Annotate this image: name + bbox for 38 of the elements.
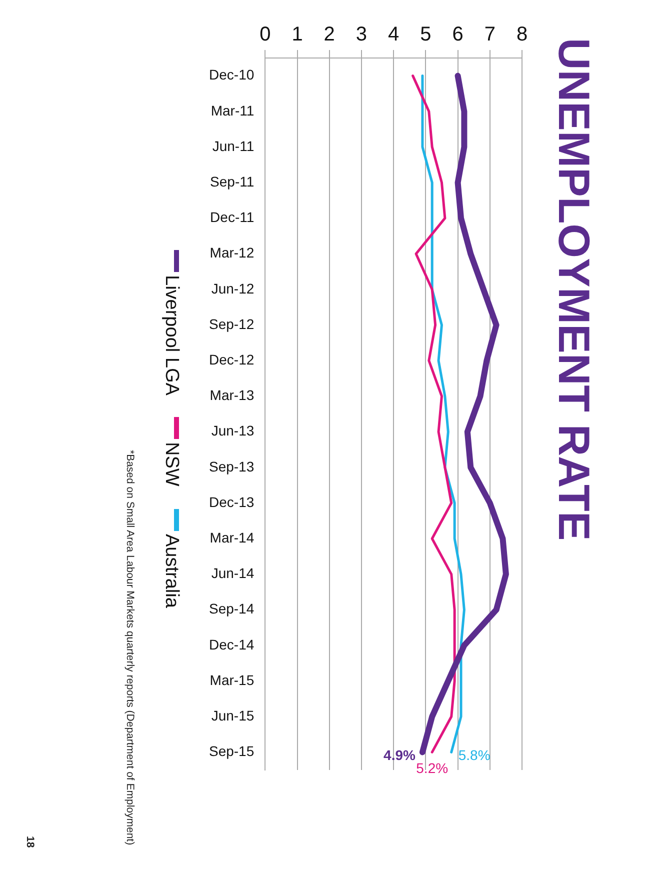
y-tick-label: Mar-14 bbox=[210, 529, 254, 546]
text: UNEMPLOYMENT RATE bbox=[548, 38, 598, 541]
y-tick-label: Jun-13 bbox=[211, 422, 254, 439]
x-tick-label: 4 bbox=[388, 24, 400, 46]
legend-label: Liverpool LGA bbox=[161, 275, 182, 396]
y-tick-label: Jun-11 bbox=[212, 138, 254, 154]
y-tick-label: Sep-14 bbox=[208, 600, 254, 617]
x-tick-label: 7 bbox=[484, 24, 496, 46]
y-tick-label: Dec-11 bbox=[210, 209, 254, 226]
x-tick-label: 6 bbox=[452, 24, 464, 46]
y-tick-label: Sep-11 bbox=[210, 173, 254, 190]
y-tick-label: Sep-13 bbox=[208, 458, 254, 474]
y-tick-label: Dec-10 bbox=[209, 66, 254, 83]
data-label: 5.2% bbox=[416, 760, 448, 776]
y-tick-label: Dec-12 bbox=[209, 351, 254, 368]
x-tick-label: 5 bbox=[420, 24, 432, 46]
y-tick-label: Mar-15 bbox=[210, 672, 254, 688]
text: *Based on Small Area Labour Markets quarterly reports (Department of Employment) bbox=[124, 450, 136, 846]
text: 18 bbox=[24, 836, 36, 848]
x-tick-label: 2 bbox=[324, 24, 335, 46]
y-tick-label: Sep-12 bbox=[208, 316, 254, 332]
y-tick-label: Mar-13 bbox=[210, 387, 254, 404]
data-label: 4.9% bbox=[384, 747, 416, 764]
y-tick-label: Dec-14 bbox=[209, 636, 254, 652]
data-label: 5.8% bbox=[458, 747, 490, 764]
y-tick-label: Mar-11 bbox=[210, 102, 254, 118]
legend-label: Australia bbox=[161, 534, 182, 608]
y-tick-label: Mar-12 bbox=[210, 244, 254, 261]
legend-label: NSW bbox=[161, 442, 182, 487]
x-tick-label: 8 bbox=[516, 24, 528, 46]
x-tick-label: 0 bbox=[260, 24, 271, 46]
y-tick-label: Jun-12 bbox=[211, 280, 254, 296]
x-tick-label: 3 bbox=[356, 24, 368, 46]
x-tick-label: 1 bbox=[292, 24, 303, 46]
y-tick-label: Jun-14 bbox=[211, 565, 254, 582]
y-tick-label: Sep-15 bbox=[208, 743, 254, 760]
y-tick-label: Jun-15 bbox=[211, 707, 254, 724]
y-tick-label: Dec-13 bbox=[209, 494, 254, 510]
